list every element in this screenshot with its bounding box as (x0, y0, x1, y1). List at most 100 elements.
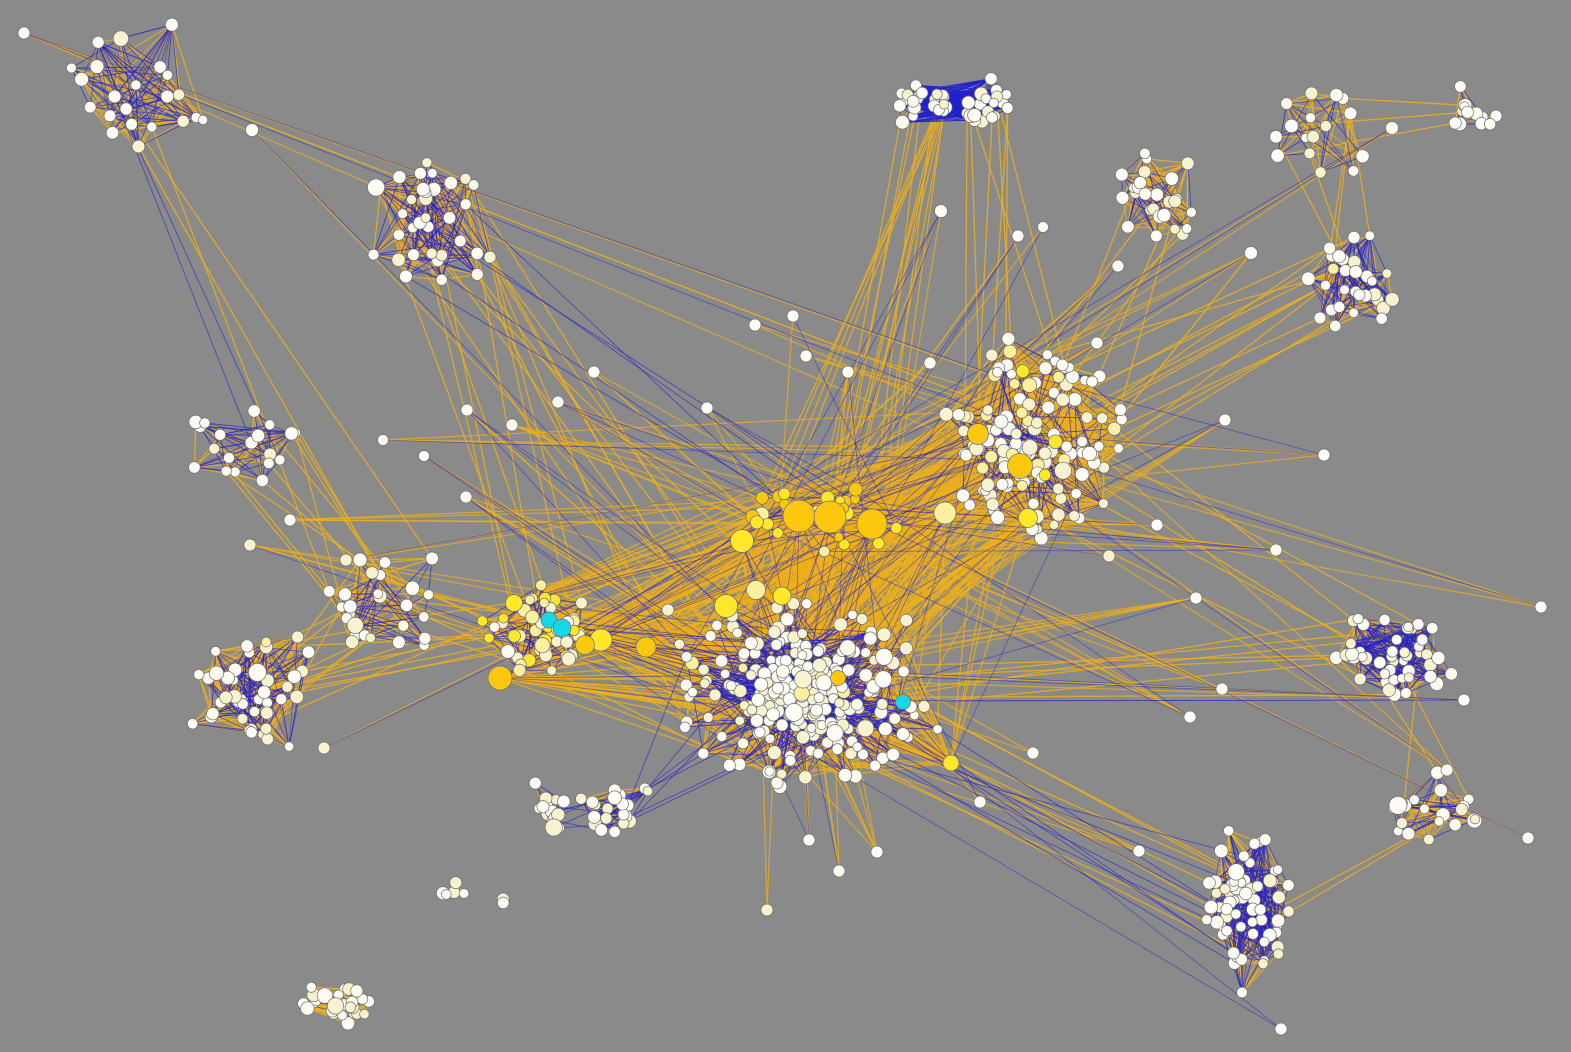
graph-node[interactable] (399, 269, 413, 284)
graph-node[interactable] (856, 613, 868, 625)
graph-node[interactable] (236, 713, 249, 725)
graph-node[interactable] (470, 268, 484, 281)
graph-node[interactable] (287, 669, 302, 684)
graph-node[interactable] (255, 474, 269, 487)
graph-node[interactable] (1002, 344, 1018, 359)
graph-node[interactable] (750, 713, 764, 728)
graph-node[interactable] (1419, 803, 1430, 815)
graph-node[interactable] (764, 766, 775, 777)
graph-node[interactable] (245, 726, 258, 739)
graph-node[interactable] (291, 630, 304, 644)
graph-node[interactable] (1150, 187, 1164, 202)
graph-node[interactable] (512, 663, 527, 677)
graph-node[interactable] (938, 407, 954, 422)
graph-node[interactable] (982, 404, 994, 416)
graph-node[interactable] (780, 612, 795, 627)
graph-node[interactable] (1382, 683, 1396, 697)
graph-node[interactable] (1202, 876, 1216, 890)
graph-node[interactable] (995, 478, 1009, 491)
graph-node[interactable] (833, 617, 848, 632)
graph-node[interactable] (130, 79, 142, 91)
graph-node[interactable] (397, 619, 410, 632)
graph-node[interactable] (797, 650, 808, 661)
graph-node[interactable] (784, 754, 797, 767)
graph-node[interactable] (1168, 194, 1182, 208)
graph-node[interactable] (17, 26, 31, 40)
graph-node[interactable] (460, 403, 474, 417)
graph-node[interactable] (1333, 300, 1346, 313)
graph-node[interactable] (1484, 118, 1497, 131)
graph-node[interactable] (372, 588, 384, 599)
graph-node[interactable] (345, 635, 360, 649)
graph-node[interactable] (240, 639, 254, 653)
graph-node[interactable] (1132, 844, 1146, 858)
graph-node[interactable] (1026, 746, 1040, 760)
graph-node[interactable] (988, 97, 999, 109)
graph-node[interactable] (1021, 377, 1038, 393)
graph-node[interactable] (458, 888, 470, 899)
graph-node[interactable] (237, 698, 249, 710)
graph-node[interactable] (1304, 86, 1319, 101)
graph-node[interactable] (876, 698, 889, 711)
graph-node[interactable] (917, 700, 931, 713)
graph-node[interactable] (500, 644, 516, 659)
graph-node[interactable] (1255, 913, 1268, 926)
graph-node[interactable] (1247, 916, 1258, 928)
graph-node[interactable] (984, 450, 998, 464)
graph-node[interactable] (1067, 392, 1082, 407)
graph-node[interactable] (535, 579, 547, 592)
graph-node[interactable] (870, 845, 884, 859)
graph-node[interactable] (956, 488, 970, 503)
graph-node[interactable] (397, 208, 408, 219)
graph-hub-node[interactable] (933, 501, 957, 525)
graph-node[interactable] (799, 349, 813, 363)
graph-node[interactable] (1348, 307, 1359, 318)
graph-node[interactable] (459, 490, 473, 504)
graph-node[interactable] (607, 790, 622, 806)
graph-node[interactable] (1434, 816, 1445, 827)
graph-node[interactable] (860, 647, 871, 658)
graph-node[interactable] (1366, 275, 1378, 287)
graph-hub-node[interactable] (1018, 508, 1038, 528)
graph-node[interactable] (165, 17, 179, 32)
graph-node[interactable] (197, 114, 209, 125)
graph-node[interactable] (1269, 543, 1283, 557)
graph-node[interactable] (832, 864, 846, 878)
graph-node[interactable] (1070, 488, 1082, 500)
graph-node[interactable] (497, 896, 510, 910)
graph-node[interactable] (753, 677, 769, 692)
graph-hub-node[interactable] (856, 508, 888, 540)
graph-node[interactable] (915, 86, 929, 100)
graph-node[interactable] (888, 712, 901, 725)
graph-node[interactable] (1016, 479, 1028, 492)
graph-node[interactable] (1386, 645, 1399, 658)
graph-node[interactable] (247, 404, 261, 418)
graph-node[interactable] (1076, 435, 1088, 448)
graph-node[interactable] (1074, 467, 1090, 482)
graph-node[interactable] (443, 175, 458, 190)
graph-node[interactable] (1214, 843, 1229, 859)
graph-node[interactable] (844, 747, 858, 760)
graph-node[interactable] (1010, 428, 1023, 440)
graph-node[interactable] (857, 748, 869, 761)
graph-node[interactable] (340, 1016, 356, 1031)
graph-node[interactable] (560, 635, 574, 649)
graph-node[interactable] (1343, 106, 1358, 121)
graph-node[interactable] (985, 348, 999, 362)
graph-node[interactable] (1254, 903, 1267, 916)
graph-node[interactable] (1022, 397, 1036, 412)
graph-node[interactable] (1345, 638, 1357, 650)
graph-node[interactable] (468, 179, 480, 191)
graph-node[interactable] (748, 318, 762, 332)
graph-node[interactable] (1421, 648, 1433, 661)
graph-node[interactable] (1381, 268, 1393, 279)
graph-node[interactable] (813, 692, 825, 704)
graph-hub-node[interactable] (772, 586, 792, 606)
graph-node[interactable] (557, 794, 571, 809)
graph-node[interactable] (1416, 633, 1429, 646)
graph-node[interactable] (392, 635, 406, 650)
graph-node[interactable] (84, 101, 97, 114)
graph-node[interactable] (1357, 651, 1368, 662)
graph-node[interactable] (852, 741, 863, 752)
